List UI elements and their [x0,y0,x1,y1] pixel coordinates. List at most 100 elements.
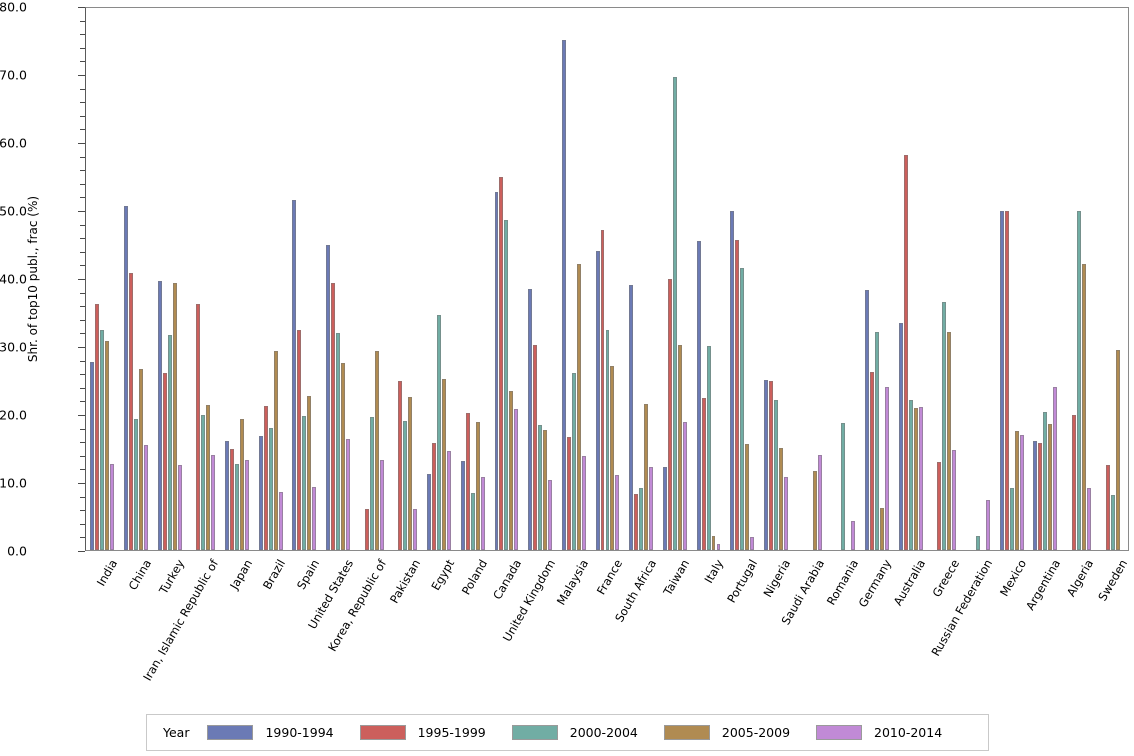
chart-legend: Year 1990-1994 1995-1999 2000-2004 2005-200… [146,714,989,751]
bar-group [490,8,524,550]
bar [196,303,201,550]
y-tick-major [78,7,85,8]
legend-entry[interactable]: 2010-2014 [816,725,942,740]
bar [465,413,470,550]
bar [499,176,504,550]
bar [629,285,634,550]
bar [730,210,735,550]
x-axis-label: India [93,557,120,589]
bar [952,450,957,550]
y-tick-major [78,483,85,484]
y-tick-minor [80,387,85,389]
bar [1009,488,1014,550]
bar [162,372,167,550]
bar [975,536,980,550]
y-tick-label: 50.0 [0,203,27,219]
bar [576,263,581,550]
x-axis-label: Nigeria [760,557,794,600]
y-tick-minor [80,129,85,131]
x-axis-label: Greece [929,557,962,600]
x-axis-label: China [125,557,154,593]
bar [942,301,947,550]
bar-group [1029,8,1063,550]
bar-group [1096,8,1128,550]
bar [124,205,129,550]
x-axis-label: Iran, Islamic Republic of [140,557,221,684]
x-axis-label: Malaysia [554,557,592,608]
bar [268,427,273,550]
legend-entry[interactable]: 2000-2004 [511,725,638,740]
y-tick-label: 0.0 [7,543,27,559]
legend-entry[interactable]: 2005-2009 [663,725,791,740]
y-axis: Shr. of top10 publ., frac (%) 0.0 10.0 20.… [0,0,85,559]
bar [206,405,211,550]
y-tick-minor [80,88,85,90]
bar [543,430,548,550]
y-tick-major [78,279,85,280]
bar [110,464,115,550]
bar [711,536,716,550]
bar [374,351,379,550]
bar [336,333,341,550]
bar [1072,414,1076,550]
bar [413,509,418,550]
bar [884,386,889,550]
x-axis-label: Poland [459,557,491,598]
bar [364,508,369,550]
bar [100,329,105,550]
bar-group [86,8,120,550]
legend-label: 2005-2009 [721,725,791,740]
plot-area [85,7,1129,551]
x-axis-label: Pakistan [386,557,424,606]
bar [1004,210,1009,550]
y-tick-minor [80,102,85,104]
y-tick-minor [80,238,85,240]
bar [615,474,620,550]
bar-group [254,8,288,550]
y-tick-minor [80,374,85,376]
bar-group [120,8,154,550]
bar [1086,488,1091,550]
y-tick-label: 60.0 [0,135,27,151]
bar-group [355,8,389,550]
bar-group [524,8,558,550]
y-tick-minor [80,61,85,63]
bar [292,199,297,550]
bar [735,239,740,550]
y-tick-minor [80,455,85,457]
bar [1115,350,1120,550]
y-tick-minor [80,251,85,253]
y-tick-label: 30.0 [0,339,27,355]
bar [706,346,711,550]
y-tick-minor [80,428,85,430]
x-axis-label: Australia [890,557,929,609]
bar [898,322,903,550]
x-axis-label: Brazil [260,557,289,592]
bar [1033,440,1038,550]
x-axis-label: Egypt [428,557,457,593]
x-axis-label: Argentina [1022,557,1063,613]
bar [745,443,750,550]
bar-group [625,8,659,550]
bar-group [389,8,423,550]
x-axis-label: Taiwan [660,557,693,598]
y-tick-minor [80,20,85,22]
bar [494,192,499,550]
y-tick-major [78,551,85,552]
bar [475,422,480,550]
bar [879,507,884,550]
bar [667,278,672,550]
bar [841,422,846,550]
bar [677,345,682,550]
bar-group [962,8,996,550]
legend-label: 2010-2014 [874,725,943,740]
bar [432,442,437,550]
bar [937,461,942,550]
bar [528,288,533,550]
bar [864,289,869,550]
legend-entry[interactable]: 1995-1999 [359,725,486,740]
bar [908,399,913,550]
bar [105,340,110,550]
legend-entry[interactable]: 1990-1994 [207,725,334,740]
bar [913,407,918,550]
